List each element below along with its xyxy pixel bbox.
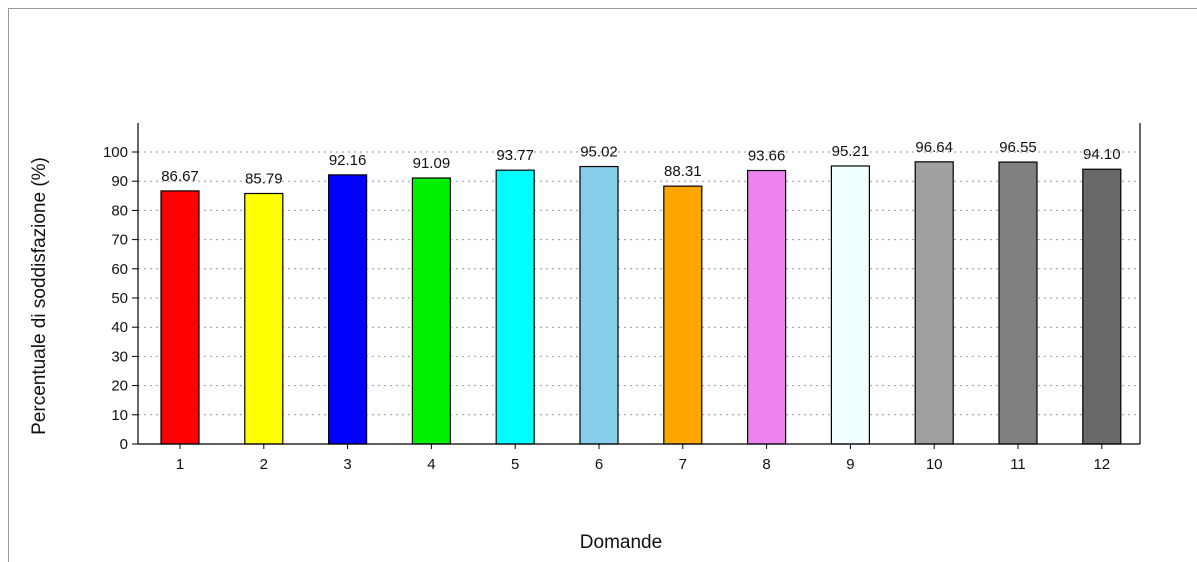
bars — [160, 161, 1122, 445]
x-tick-label: 2 — [260, 456, 268, 473]
bar — [663, 185, 703, 445]
bar — [830, 165, 871, 445]
y-tick-label: 90 — [111, 173, 128, 190]
x-tick-label: 6 — [595, 456, 603, 473]
y-tick-label: 70 — [111, 232, 128, 249]
bar — [495, 169, 535, 445]
y-axis-title: Percentuale di soddisfazione (%) — [29, 157, 50, 435]
bar-value-label: 95.21 — [832, 143, 870, 160]
bar — [1082, 168, 1122, 445]
bar — [244, 192, 284, 445]
y-tick-label: 100 — [103, 144, 128, 161]
x-tick-label: 11 — [1010, 456, 1026, 473]
bar-value-label: 86.67 — [161, 168, 199, 185]
bar-value-label: 96.55 — [999, 139, 1037, 156]
y-tick-label: 80 — [111, 202, 128, 219]
x-axis-title: Domande — [580, 532, 662, 553]
y-tick-label: 10 — [111, 407, 128, 424]
x-tick-label: 5 — [511, 456, 519, 473]
bar-value-label: 93.77 — [496, 147, 534, 164]
y-tick-label: 60 — [111, 261, 128, 278]
bar-value-label: 85.79 — [245, 170, 283, 187]
y-tick-label: 30 — [111, 348, 128, 365]
grid-lines — [138, 151, 1140, 416]
bar-value-label: 95.02 — [580, 144, 618, 161]
bar — [579, 165, 619, 445]
x-tick-label: 1 — [176, 456, 184, 473]
bar — [411, 177, 451, 445]
x-tick-label: 10 — [926, 456, 943, 473]
y-tick-label: 0 — [120, 436, 128, 453]
x-tick-label: 8 — [762, 456, 770, 473]
y-tick-label: 20 — [111, 378, 128, 395]
bar-value-label: 91.09 — [413, 155, 451, 172]
bar — [998, 161, 1038, 445]
x-tick-label: 3 — [343, 456, 351, 473]
bar — [914, 161, 954, 445]
x-tick-label: 12 — [1093, 456, 1110, 473]
bar — [746, 169, 787, 445]
bar-value-label: 88.31 — [664, 163, 702, 180]
x-tick-label: 9 — [846, 456, 854, 473]
bar-value-label: 93.66 — [748, 148, 786, 165]
bar-value-label: 94.10 — [1083, 146, 1121, 163]
bar — [328, 174, 368, 445]
x-tick-label: 4 — [427, 456, 435, 473]
axes — [132, 123, 1141, 449]
bar-value-label: 96.64 — [915, 139, 953, 156]
y-tick-label: 40 — [111, 319, 128, 336]
bar — [160, 190, 200, 445]
y-tick-label: 50 — [111, 290, 128, 307]
data-labels: 86.67 85.79 92.16 91.09 93.77 95.02 88.31 93.66… — [161, 139, 1120, 188]
chart-frame — [8, 8, 1197, 562]
x-tick-label: 7 — [679, 456, 687, 473]
bar-value-label: 92.16 — [329, 152, 367, 169]
